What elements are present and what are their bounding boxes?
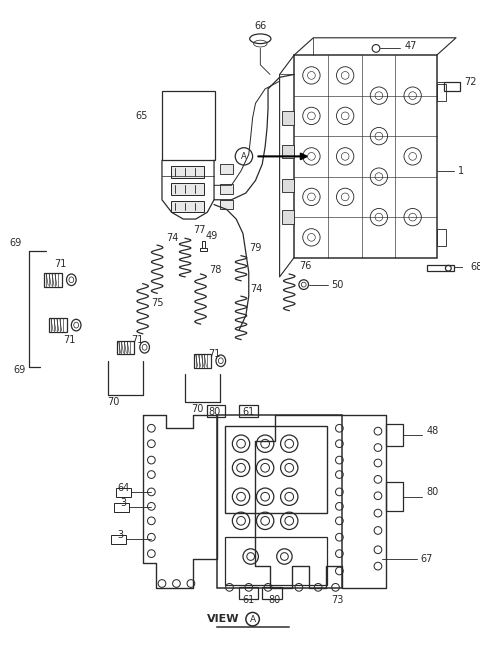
- Bar: [385, 482, 403, 511]
- Bar: [225, 426, 327, 513]
- Bar: [385, 424, 403, 445]
- Text: 47: 47: [405, 41, 417, 51]
- Text: A: A: [241, 152, 247, 161]
- Text: 77: 77: [193, 224, 205, 235]
- Bar: [202, 241, 205, 248]
- Bar: [116, 488, 131, 497]
- Text: 69: 69: [14, 365, 26, 375]
- Text: 66: 66: [254, 21, 266, 31]
- Bar: [239, 405, 258, 417]
- Bar: [427, 265, 454, 271]
- Bar: [283, 178, 294, 192]
- Text: 71: 71: [63, 335, 76, 344]
- Text: 71: 71: [132, 335, 144, 344]
- Text: 64: 64: [117, 483, 130, 493]
- Bar: [217, 415, 342, 588]
- Bar: [194, 354, 211, 367]
- Text: 3: 3: [120, 499, 126, 508]
- Bar: [200, 248, 207, 251]
- Text: 74: 74: [166, 234, 178, 243]
- Bar: [220, 200, 233, 209]
- Text: 75: 75: [151, 298, 164, 308]
- Text: 50: 50: [331, 279, 343, 289]
- Bar: [262, 587, 282, 599]
- Text: 78: 78: [209, 265, 222, 275]
- Text: 71: 71: [208, 349, 220, 359]
- Text: 48: 48: [426, 426, 438, 436]
- Bar: [162, 91, 215, 160]
- Text: 70: 70: [108, 398, 120, 407]
- Text: 1: 1: [458, 166, 464, 176]
- Bar: [44, 273, 62, 287]
- Bar: [283, 145, 294, 158]
- Bar: [49, 318, 67, 332]
- Text: 80: 80: [426, 487, 438, 497]
- Bar: [207, 405, 225, 417]
- Bar: [171, 201, 204, 213]
- Bar: [220, 184, 233, 194]
- Text: 65: 65: [135, 111, 147, 121]
- Text: 80: 80: [208, 407, 220, 417]
- Text: 70: 70: [192, 404, 204, 414]
- Bar: [225, 537, 327, 585]
- Bar: [294, 55, 437, 258]
- Bar: [111, 535, 126, 544]
- Bar: [220, 164, 233, 174]
- Text: A: A: [250, 615, 256, 624]
- Text: 80: 80: [269, 595, 281, 605]
- Text: 49: 49: [205, 232, 217, 241]
- Text: 3: 3: [118, 530, 123, 541]
- Bar: [171, 184, 204, 195]
- Text: 76: 76: [299, 261, 311, 272]
- Bar: [437, 84, 446, 102]
- Text: 68: 68: [470, 262, 480, 272]
- Text: 67: 67: [420, 554, 433, 564]
- Bar: [437, 229, 446, 246]
- Text: 74: 74: [251, 285, 263, 295]
- Bar: [171, 166, 204, 178]
- Text: 79: 79: [249, 243, 261, 253]
- Bar: [283, 111, 294, 125]
- Bar: [283, 211, 294, 224]
- Text: 73: 73: [331, 595, 344, 605]
- Text: 61: 61: [242, 595, 255, 605]
- Bar: [114, 503, 129, 512]
- Bar: [239, 587, 258, 599]
- Bar: [444, 82, 460, 91]
- Text: 61: 61: [242, 407, 255, 417]
- Text: 69: 69: [9, 238, 21, 248]
- Text: 72: 72: [464, 77, 476, 87]
- Bar: [117, 340, 134, 354]
- Text: 71: 71: [55, 259, 67, 270]
- Text: VIEW: VIEW: [206, 614, 239, 624]
